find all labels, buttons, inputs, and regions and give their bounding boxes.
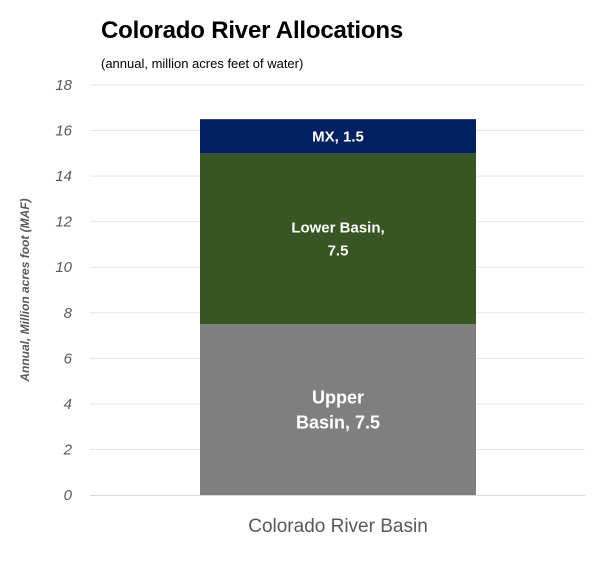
y-tick-label: 6: [64, 350, 73, 367]
y-tick-label: 0: [64, 487, 73, 504]
y-tick-label: 8: [64, 305, 73, 322]
y-tick-label: 12: [55, 214, 72, 231]
bar-segment-lower-basin: [200, 153, 476, 325]
chart-subtitle: (annual, million acres feet of water): [101, 56, 304, 71]
data-label: Lower Basin,: [291, 220, 384, 237]
bar-segment-mx: [200, 119, 476, 154]
y-tick-label: 16: [55, 123, 72, 140]
y-tick-label: 10: [55, 259, 72, 276]
bar-segment-upper-basin: [200, 324, 476, 495]
y-tick-label: 4: [64, 396, 72, 413]
data-label: MX, 1.5: [312, 129, 364, 146]
x-category-label: Colorado River Basin: [248, 516, 428, 537]
y-tick-label: 14: [55, 168, 72, 185]
y-tick-label: 2: [63, 441, 73, 458]
y-tick-label: 18: [55, 77, 72, 94]
chart-title: Colorado River Allocations: [101, 17, 403, 44]
data-label: 7.5: [328, 243, 349, 260]
y-axis-title: Annual, Million acres foot (MAF): [18, 198, 32, 382]
data-label: Upper: [312, 387, 364, 407]
data-label: Basin, 7.5: [296, 412, 380, 432]
